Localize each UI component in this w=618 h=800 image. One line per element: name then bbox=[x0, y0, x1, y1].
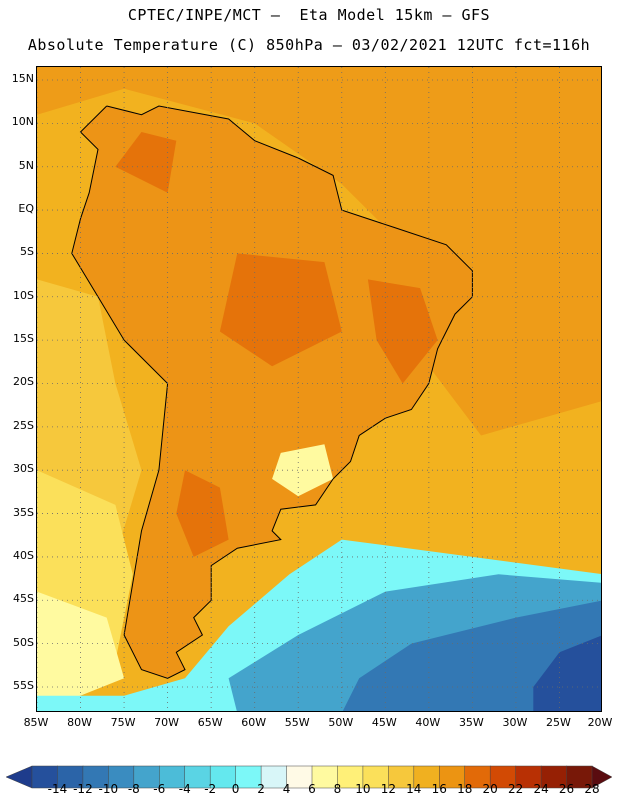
lat-tick-label: 5N bbox=[18, 158, 34, 172]
colorbar-tick-label: 10 bbox=[355, 782, 371, 796]
temperature-map bbox=[37, 67, 601, 711]
colorbar-tick-label: -6 bbox=[153, 782, 166, 796]
lon-tick-label: 40W bbox=[415, 716, 441, 729]
south-america-warm-field bbox=[71, 106, 473, 679]
colorbar-tick-label: 0 bbox=[231, 782, 240, 796]
lon-tick-label: 30W bbox=[502, 716, 528, 729]
colorbar-high-arrow bbox=[591, 765, 613, 789]
lon-tick-label: 50W bbox=[328, 716, 354, 729]
lat-tick-label: 30S bbox=[13, 462, 34, 476]
lat-tick-label: 5S bbox=[20, 245, 34, 259]
continent-coastline bbox=[71, 105, 473, 679]
colorbar-tick-label: 6 bbox=[308, 782, 316, 796]
colorbar-tick-label: 26 bbox=[558, 782, 575, 796]
temperature-colorbar bbox=[5, 765, 613, 789]
lon-tick-label: 35W bbox=[458, 716, 484, 729]
colorbar-tick-label: 24 bbox=[533, 782, 549, 796]
colorbar-tick-label: -12 bbox=[73, 782, 93, 796]
lon-tick-label: 65W bbox=[197, 716, 223, 729]
lat-tick-label: 10N bbox=[11, 115, 34, 129]
map-panel bbox=[36, 66, 602, 712]
lon-tick-label: 80W bbox=[67, 716, 92, 729]
colorbar-tick-label: -4 bbox=[178, 782, 191, 796]
colorbar-tick-label: -8 bbox=[127, 782, 140, 796]
colorbar-tick-label: 8 bbox=[333, 782, 342, 796]
colorbar-tick-label: -2 bbox=[204, 782, 217, 796]
colorbar-tick-label: 18 bbox=[457, 782, 473, 796]
colorbar-tick-label: 4 bbox=[282, 782, 291, 796]
colorbar-tick-label: 28 bbox=[584, 782, 600, 796]
map-title-line-1: CPTEC/INPE/MCT – Eta Model 15km – GFS bbox=[127, 6, 491, 24]
lat-tick-label: 40S bbox=[13, 548, 34, 562]
temperature-field bbox=[37, 67, 601, 711]
lat-tick-label: 50S bbox=[13, 635, 34, 649]
lat-tick-label: 20S bbox=[13, 375, 34, 389]
colorbar-tick-label: 14 bbox=[406, 782, 422, 796]
lat-tick-label: 15N bbox=[11, 72, 34, 85]
colorbar-tick-label: 2 bbox=[257, 782, 265, 796]
lon-tick-label: 85W bbox=[23, 716, 49, 729]
lat-tick-label: 15S bbox=[13, 332, 34, 346]
hot-spot-3 bbox=[115, 132, 177, 193]
lat-tick-label: 10S bbox=[13, 288, 34, 302]
hot-spot-0 bbox=[219, 253, 342, 367]
warm-ocean-band bbox=[37, 67, 601, 436]
lat-tick-label: 45S bbox=[13, 592, 34, 606]
hot-spot-1 bbox=[367, 279, 438, 384]
colorbar-tick-label: 22 bbox=[507, 782, 524, 796]
lon-tick-label: 60W bbox=[241, 716, 267, 729]
lon-tick-label: 75W bbox=[110, 716, 136, 729]
lon-tick-label: 70W bbox=[154, 716, 180, 729]
colorbar-tick-label: -14 bbox=[47, 782, 68, 796]
lat-tick-label: 35S bbox=[13, 505, 34, 519]
lat-tick-label: 25S bbox=[13, 418, 34, 432]
coastline-outline bbox=[71, 105, 473, 679]
colorbar-tick-label: 12 bbox=[380, 782, 396, 796]
lon-tick-label: 55W bbox=[284, 716, 310, 729]
lat-tick-label: 55S bbox=[13, 678, 34, 692]
colorbar-tick-label: -10 bbox=[98, 782, 119, 796]
lon-tick-label: 20W bbox=[587, 716, 613, 729]
lon-tick-label: 45W bbox=[371, 716, 397, 729]
colorbar-low-arrow bbox=[5, 765, 33, 789]
colorbar-tick-label: 16 bbox=[431, 782, 447, 796]
lon-tick-label: 25W bbox=[546, 716, 571, 729]
southern-pacific-band bbox=[37, 591, 125, 711]
map-title-line-2: Absolute Temperature (C) 850hPa – 03/02/… bbox=[27, 36, 591, 54]
south-atlantic-cold-4 bbox=[533, 635, 601, 711]
colorbar-tick-label: 20 bbox=[482, 782, 498, 796]
lat-tick-label: EQ bbox=[18, 202, 34, 216]
